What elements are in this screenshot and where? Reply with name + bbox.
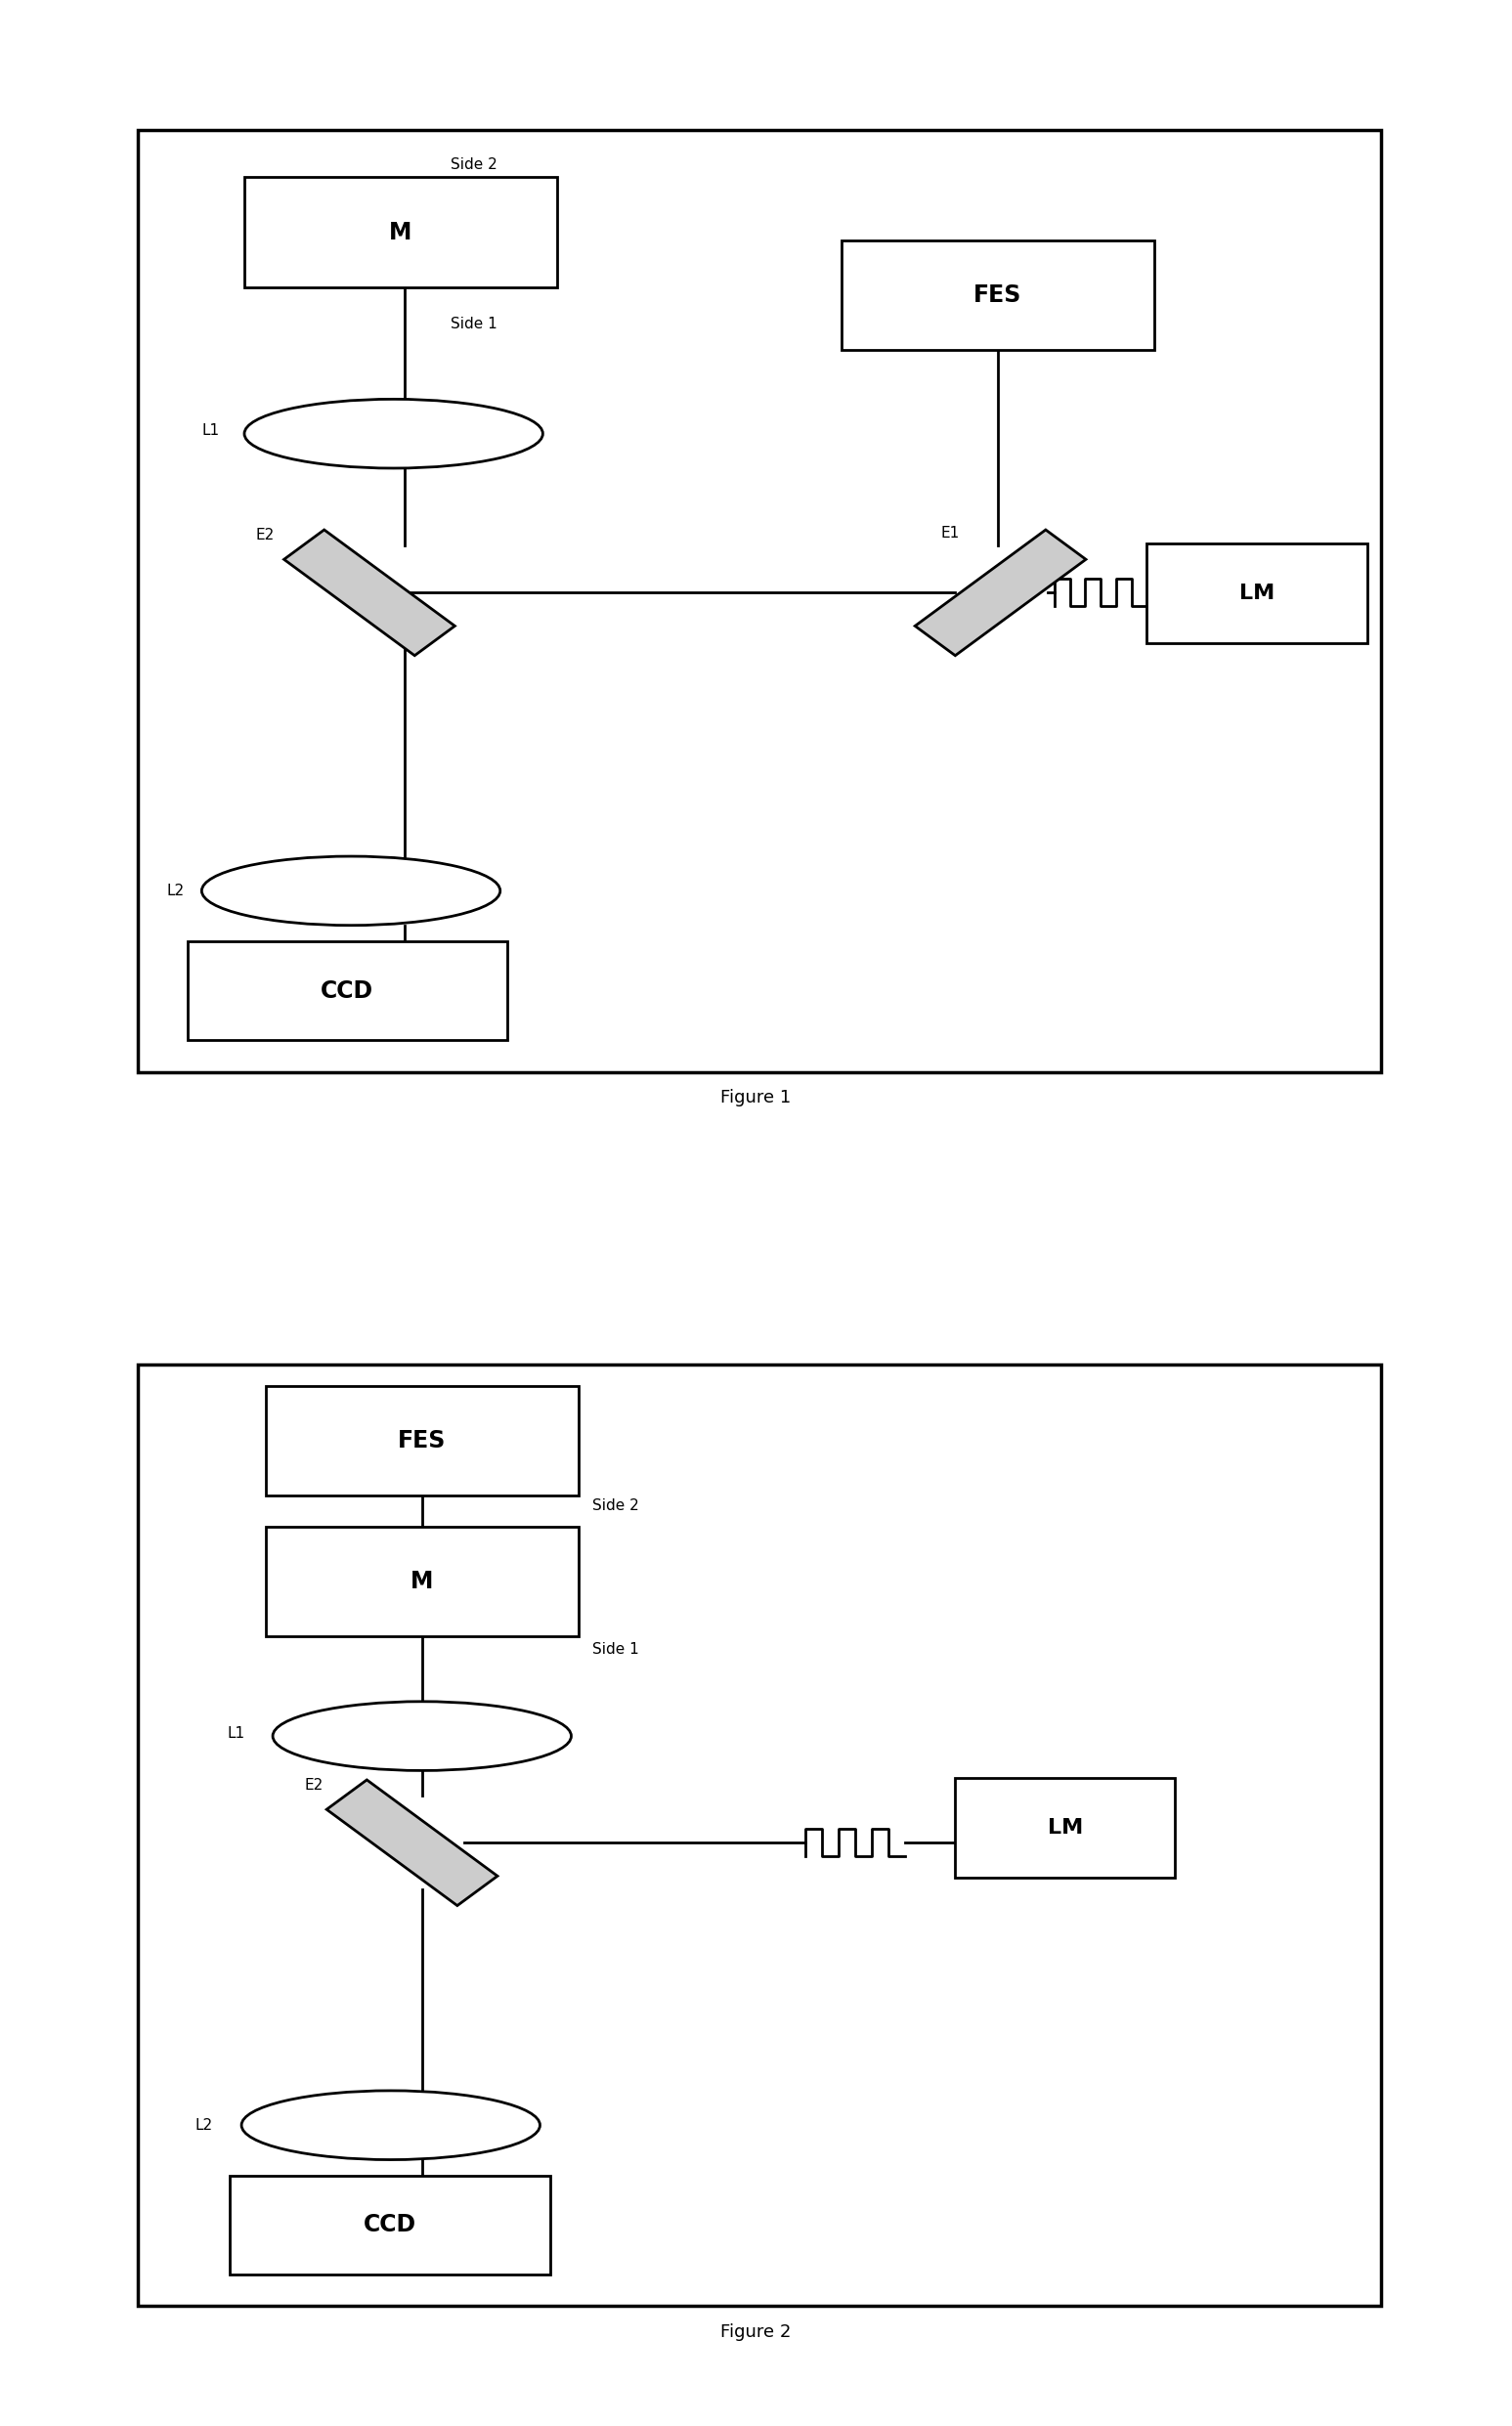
Ellipse shape [272, 1701, 572, 1771]
Text: E1: E1 [940, 526, 960, 541]
Text: E2: E2 [304, 1778, 324, 1793]
Text: Side 2: Side 2 [593, 1499, 640, 1514]
FancyBboxPatch shape [841, 240, 1154, 349]
Ellipse shape [242, 2091, 540, 2159]
Polygon shape [915, 529, 1086, 655]
Text: LM: LM [1240, 582, 1275, 604]
Text: Figure 1: Figure 1 [721, 1089, 791, 1106]
Text: Side 2: Side 2 [451, 158, 497, 172]
Text: LM: LM [1048, 1817, 1083, 1836]
Text: FES: FES [974, 284, 1022, 306]
Text: M: M [389, 221, 413, 245]
FancyBboxPatch shape [230, 2176, 550, 2276]
Polygon shape [284, 529, 455, 655]
Text: Figure 2: Figure 2 [721, 2324, 791, 2341]
Text: Side 1: Side 1 [593, 1642, 640, 1657]
Ellipse shape [201, 856, 500, 924]
Text: L2: L2 [195, 2118, 212, 2132]
FancyBboxPatch shape [266, 1526, 578, 1638]
FancyBboxPatch shape [138, 1366, 1382, 2307]
Polygon shape [327, 1781, 497, 1904]
FancyBboxPatch shape [138, 131, 1382, 1072]
Text: L1: L1 [227, 1727, 245, 1742]
Text: CCD: CCD [363, 2213, 416, 2237]
Text: Side 1: Side 1 [451, 315, 497, 332]
Text: L1: L1 [201, 422, 219, 437]
Text: M: M [411, 1570, 434, 1594]
FancyBboxPatch shape [187, 941, 507, 1041]
FancyBboxPatch shape [266, 1385, 578, 1494]
Text: L2: L2 [166, 883, 184, 898]
FancyBboxPatch shape [1146, 543, 1367, 643]
Text: FES: FES [398, 1429, 446, 1453]
Ellipse shape [245, 400, 543, 468]
Text: CCD: CCD [321, 980, 373, 1002]
FancyBboxPatch shape [956, 1778, 1175, 1878]
Text: E2: E2 [256, 529, 275, 543]
FancyBboxPatch shape [245, 177, 556, 286]
